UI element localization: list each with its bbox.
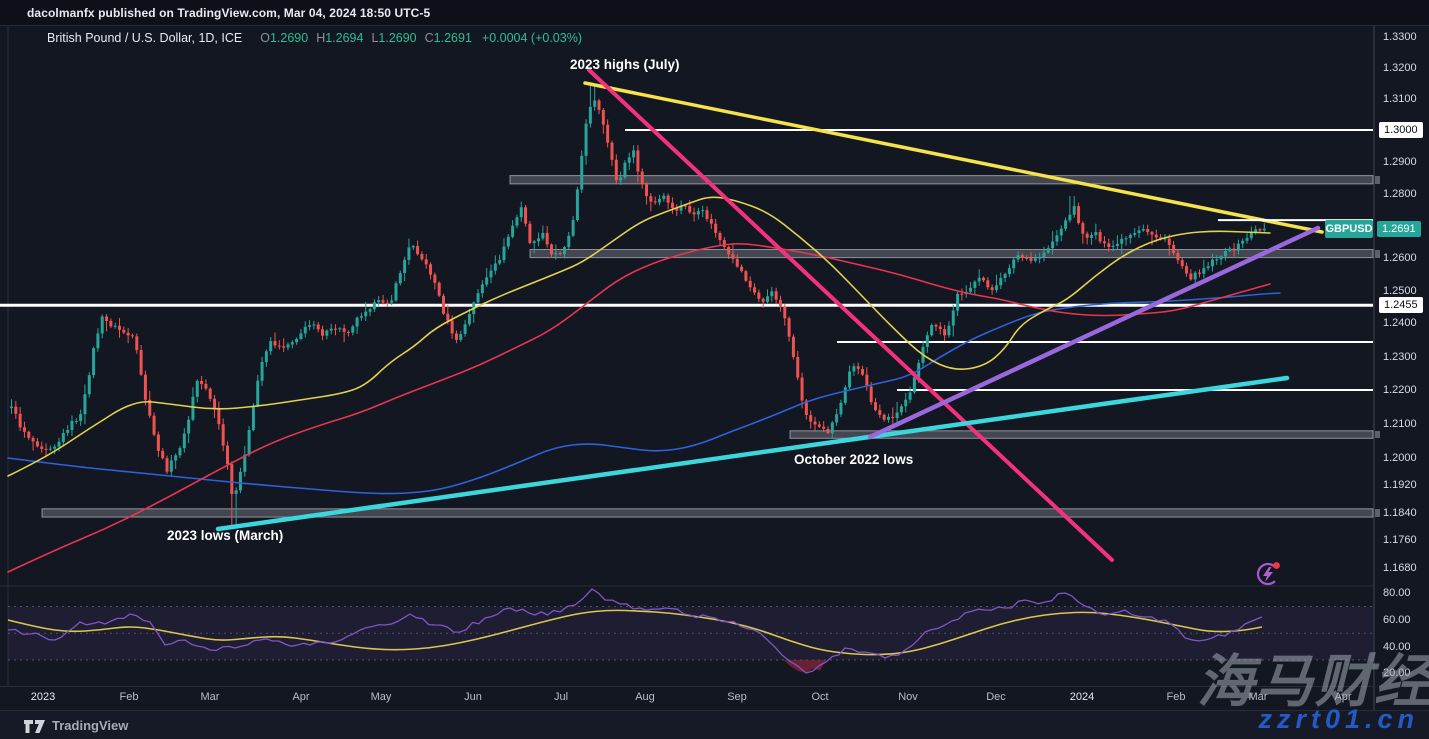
march-2023-lows-zone bbox=[41, 508, 1374, 518]
steep-downtrend-pink[interactable] bbox=[587, 68, 1114, 562]
price-axis-label: 1.2000 bbox=[1383, 452, 1417, 464]
price-axis-label: 1.2800 bbox=[1383, 188, 1417, 200]
october-2022-lows-zone bbox=[789, 430, 1374, 439]
time-axis-label: 2023 bbox=[30, 691, 56, 703]
notification-dot bbox=[1273, 562, 1280, 569]
publisher-text: dacolmanfx published on TradingView.com,… bbox=[27, 6, 431, 20]
zone-axis-mark bbox=[1375, 431, 1380, 438]
ohlc-low-value: 1.2690 bbox=[378, 31, 417, 45]
time-axis-label: Dec bbox=[986, 691, 1006, 703]
annotation-2023-highs[interactable]: 2023 highs (July) bbox=[570, 57, 680, 72]
rsi-panel bbox=[7, 588, 1373, 674]
price-axis-label: 1.2900 bbox=[1383, 156, 1417, 168]
price-axis-label: 1.3200 bbox=[1383, 62, 1417, 74]
flash-mode-icon[interactable] bbox=[1254, 559, 1284, 589]
time-axis-label: Apr bbox=[1334, 691, 1352, 703]
rsi-main-line bbox=[7, 588, 1263, 674]
long-uptrend-cyan[interactable] bbox=[215, 375, 1290, 532]
zone-axis-mark bbox=[1375, 176, 1380, 184]
time-axis[interactable]: 2023 Feb Mar Apr May Jun Jul Aug Sep Oct Nov Dec 202… bbox=[0, 686, 1374, 711]
resistance-zone-1284 bbox=[509, 175, 1374, 185]
time-axis-label: Jun bbox=[464, 691, 482, 703]
pivot-zone-1260 bbox=[529, 249, 1374, 259]
watermark-url: zzrt01.cn bbox=[1258, 704, 1419, 734]
time-axis-label: Feb bbox=[119, 691, 139, 703]
price-axis-label: 1.1760 bbox=[1383, 534, 1417, 546]
time-axis-label: 2024 bbox=[1069, 691, 1095, 703]
pane-borders bbox=[0, 26, 1374, 710]
price-axis-label: 1.3100 bbox=[1383, 93, 1417, 105]
ohlc-open-value: 1.2690 bbox=[269, 31, 309, 45]
price-axis-label: 1.1840 bbox=[1383, 507, 1417, 519]
annotation-october-2022-lows[interactable]: October 2022 lows bbox=[794, 452, 914, 467]
price-axis-label: 1.2500 bbox=[1383, 285, 1417, 297]
annotation-2023-lows[interactable]: 2023 lows (March) bbox=[167, 528, 284, 543]
time-axis-label: Mar bbox=[200, 691, 220, 703]
publisher-bar: dacolmanfx published on TradingView.com,… bbox=[0, 0, 1429, 26]
ohlc-high-label: H bbox=[316, 31, 326, 45]
trendline-drawings bbox=[215, 68, 1373, 562]
time-axis-label: Nov bbox=[898, 691, 918, 703]
ohlc-close-value: 1.2691 bbox=[433, 31, 472, 45]
symbol-price-label: GBPUSD bbox=[1325, 220, 1373, 238]
price-axis-label: 1.1920 bbox=[1383, 479, 1417, 491]
footer-bar: TradingView bbox=[0, 710, 1429, 739]
time-axis-label: Jul bbox=[553, 691, 569, 703]
moving-average-lines bbox=[7, 196, 1281, 573]
price-axis-label: 1.3300 bbox=[1383, 31, 1417, 43]
rsi-axis-label: 80.00 bbox=[1383, 587, 1411, 599]
ma-mid-red bbox=[7, 243, 1271, 573]
descending-trendline-yellow[interactable] bbox=[583, 81, 1324, 234]
time-axis-label: Mar bbox=[1248, 691, 1268, 703]
price-axis-label: 1.2200 bbox=[1383, 384, 1417, 396]
rising-trendline-purple[interactable] bbox=[867, 225, 1321, 440]
time-axis-label: Sep bbox=[727, 691, 747, 703]
zone-axis-mark bbox=[1375, 509, 1380, 517]
zone-axis-mark bbox=[1375, 250, 1380, 258]
time-axis-label: May bbox=[370, 691, 392, 703]
rsi-axis-label: 60.00 bbox=[1383, 614, 1411, 626]
price-axis[interactable]: 1.3300 1.3200 1.3100 1.3000 1.2900 1.2800 1.26… bbox=[1374, 26, 1429, 710]
ohlc-low-label: L bbox=[371, 31, 379, 45]
symbol-title: British Pound / U.S. Dollar, 1D, ICE bbox=[47, 31, 243, 45]
price-axis-label: 1.2100 bbox=[1383, 418, 1417, 430]
candles-layer bbox=[10, 86, 1266, 529]
time-axis-label: Aug bbox=[635, 691, 655, 703]
tradingview-brand[interactable]: TradingView bbox=[52, 718, 129, 733]
watermark-chinese: 海马财经 bbox=[1197, 650, 1429, 714]
price-axis-badge: 1.3000 bbox=[1379, 122, 1423, 138]
time-axis-label: Feb bbox=[1166, 691, 1186, 703]
change-value: +0.0004 (+0.03%) bbox=[481, 31, 582, 45]
tradingview-logo-icon[interactable] bbox=[24, 719, 46, 734]
rsi-axis-label: 20.00 bbox=[1383, 667, 1411, 679]
chart-canvas[interactable] bbox=[0, 0, 1374, 710]
time-axis-label: Apr bbox=[292, 691, 310, 703]
ohlc-high-value: 1.2694 bbox=[325, 31, 364, 45]
rsi-signal-line bbox=[7, 609, 1263, 656]
symbol-header[interactable]: British Pound / U.S. Dollar, 1D, ICE O1.2… bbox=[47, 31, 582, 45]
supply-demand-zones bbox=[41, 175, 1374, 518]
price-axis-badge: 1.2691 bbox=[1377, 221, 1421, 237]
ohlc-close-label: C bbox=[424, 31, 434, 45]
ohlc-open-label: O bbox=[260, 31, 270, 45]
price-axis-label: 1.2400 bbox=[1383, 317, 1417, 329]
flash-circle bbox=[1256, 562, 1280, 586]
lightning-bolt-icon bbox=[1263, 567, 1273, 582]
price-axis-badge: 1.2455 bbox=[1379, 297, 1423, 313]
price-axis-label: 1.2600 bbox=[1383, 252, 1417, 264]
rsi-axis-label: 40.00 bbox=[1383, 641, 1411, 653]
time-axis-label: Oct bbox=[811, 691, 829, 703]
ma-fast-yellow bbox=[7, 196, 1271, 477]
ma-slow-blue bbox=[7, 292, 1281, 495]
price-axis-label: 1.2300 bbox=[1383, 351, 1417, 363]
price-axis-label: 1.1680 bbox=[1383, 562, 1417, 574]
